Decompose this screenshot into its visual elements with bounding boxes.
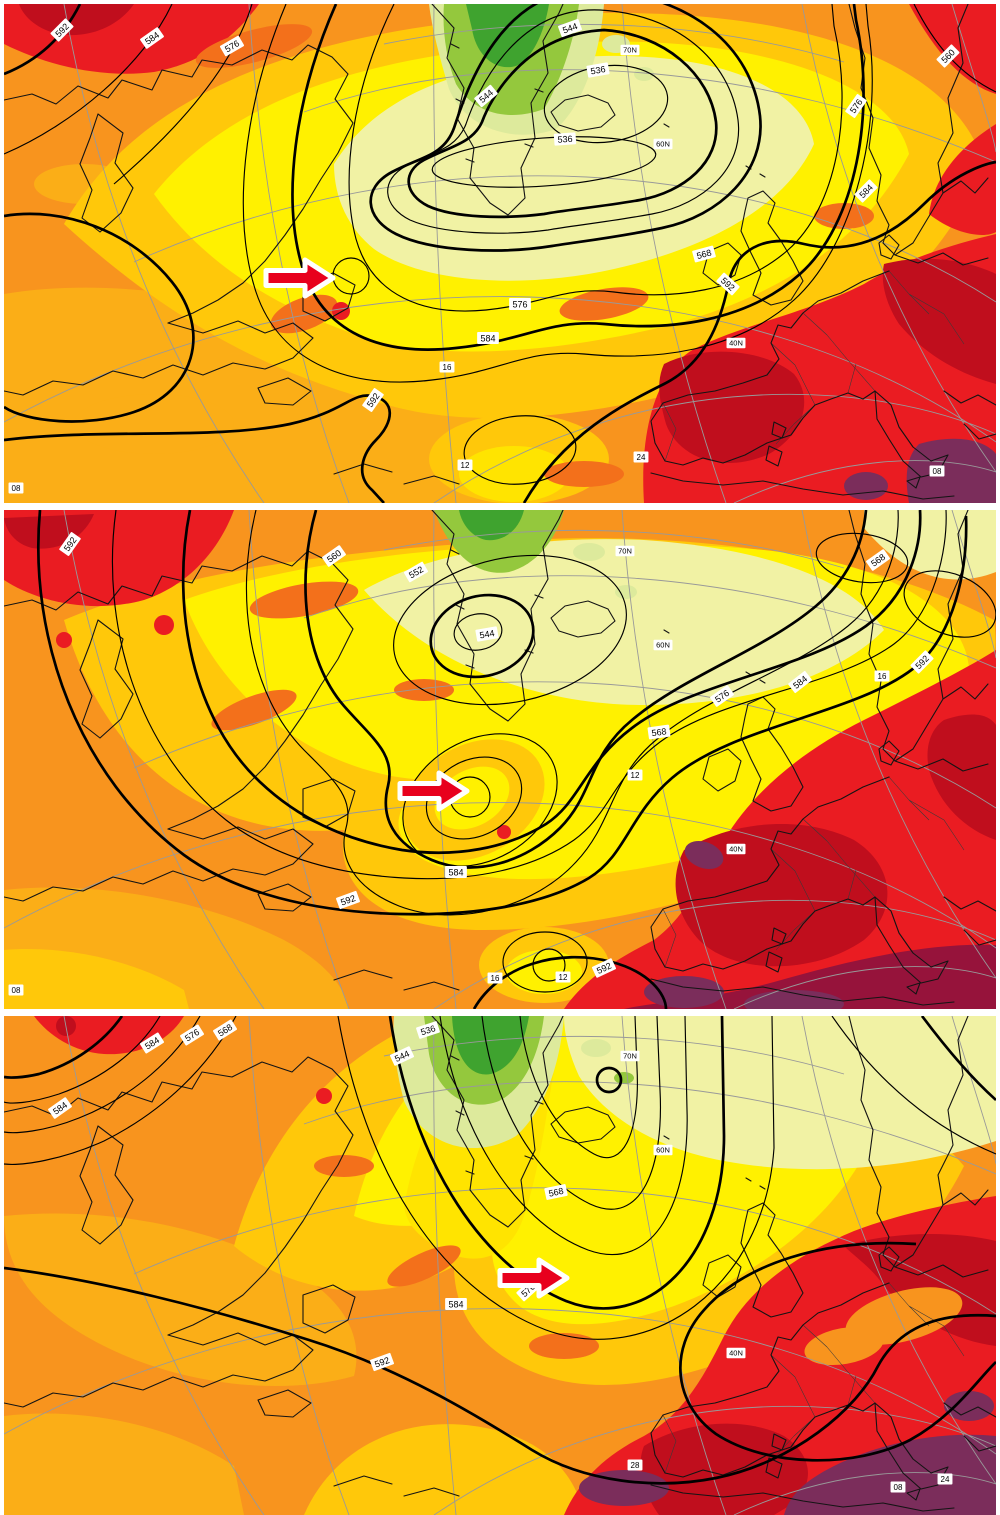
contour-label: 536: [553, 132, 577, 146]
graticule-label: 70N: [620, 1050, 640, 1062]
aux-label: 08: [890, 1481, 906, 1493]
color-fill-layer-2: [4, 510, 996, 1009]
aux-label: 12: [627, 769, 643, 781]
svg-text:60N: 60N: [656, 140, 670, 149]
svg-text:544: 544: [479, 628, 496, 640]
svg-text:568: 568: [651, 726, 667, 738]
contour-labels-layer-1: 592 584 5765445445365365685765845925765845…: [8, 18, 960, 494]
aux-label: 16: [487, 972, 503, 984]
contour-label: 544: [558, 18, 582, 38]
geopotential-contours-3: [4, 1016, 996, 1485]
svg-text:70N: 70N: [618, 547, 632, 556]
contour-label: 568: [692, 245, 716, 263]
svg-text:16: 16: [491, 974, 500, 983]
aux-label: 08: [8, 984, 24, 996]
aux-label: 08: [929, 465, 945, 477]
contour-label: 576: [509, 298, 531, 310]
graticule-label: 40N: [726, 1347, 746, 1359]
contour-label: 584: [445, 866, 467, 878]
graticule-label: 70N: [620, 44, 640, 56]
svg-text:536: 536: [419, 1023, 436, 1037]
contour-label: 544: [475, 626, 499, 642]
map-panel-1: 592 584 576 544 544 536 536 568 576 584 592 576 584 5…: [4, 4, 996, 503]
aux-label: 28: [627, 1459, 643, 1471]
contour-label: 552: [403, 561, 429, 583]
red-arrow-annotation-1: [263, 257, 336, 299]
svg-text:08: 08: [933, 467, 942, 476]
contour-label: 544: [389, 1046, 415, 1066]
map-panel-3: 536 544 568 576 584 592 584 576 568 584 70N 60N 40N 2…: [4, 1016, 996, 1515]
svg-text:40N: 40N: [729, 1349, 743, 1358]
aux-label: 12: [555, 971, 571, 983]
svg-text:592: 592: [339, 893, 357, 908]
weather-map-1: 592 584 5765445445365365685765845925765845…: [4, 4, 996, 503]
svg-text:12: 12: [461, 461, 470, 470]
svg-text:584: 584: [480, 333, 495, 343]
aux-label: 24: [633, 451, 649, 463]
map-panel-2: 592 560 552 544 568 576 568 584 592 584 592 592 70N 6…: [4, 510, 996, 1009]
graticule-label: 40N: [726, 337, 746, 349]
svg-text:12: 12: [559, 973, 568, 982]
svg-text:60N: 60N: [656, 641, 670, 650]
svg-text:584: 584: [448, 1299, 463, 1309]
svg-text:24: 24: [941, 1475, 950, 1484]
svg-text:40N: 40N: [729, 339, 743, 348]
red-arrow-annotation-3: [497, 1257, 570, 1299]
contour-label: 568: [544, 1184, 568, 1200]
svg-text:536: 536: [590, 64, 607, 76]
aux-label: 12: [457, 459, 473, 471]
aux-label: 16: [439, 361, 455, 373]
svg-text:60N: 60N: [656, 1146, 670, 1155]
svg-text:08: 08: [894, 1483, 903, 1492]
svg-text:568: 568: [548, 1186, 565, 1199]
svg-text:70N: 70N: [623, 46, 637, 55]
svg-text:544: 544: [561, 21, 579, 36]
contour-label: 592: [336, 890, 360, 910]
svg-text:584: 584: [448, 867, 463, 877]
aux-label: 16: [874, 670, 890, 682]
svg-text:70N: 70N: [623, 1052, 637, 1061]
contour-label: 576: [219, 35, 245, 57]
graticule-label: 60N: [653, 1144, 673, 1156]
contour-label: 536: [416, 1021, 440, 1039]
svg-text:568: 568: [696, 247, 713, 261]
svg-text:576: 576: [512, 299, 527, 309]
contour-label: 536: [586, 62, 610, 78]
graticule-label: 70N: [615, 545, 635, 557]
contour-label: 584: [477, 332, 499, 344]
graticule-label: 60N: [653, 138, 673, 150]
svg-text:28: 28: [631, 1461, 640, 1470]
aux-label: 24: [937, 1473, 953, 1485]
contour-label: 584: [445, 1298, 467, 1310]
svg-text:12: 12: [631, 771, 640, 780]
svg-text:40N: 40N: [729, 845, 743, 854]
svg-text:16: 16: [878, 672, 887, 681]
red-arrow-annotation-2: [397, 770, 470, 812]
contour-label: 592: [591, 958, 617, 978]
svg-text:08: 08: [12, 484, 21, 493]
svg-text:536: 536: [557, 134, 573, 145]
svg-text:16: 16: [443, 363, 452, 372]
svg-text:24: 24: [637, 453, 646, 462]
aux-label: 08: [8, 482, 24, 494]
contour-label: 568: [647, 724, 671, 740]
graticule-label: 60N: [653, 639, 673, 651]
weather-map-2: 59256055254456857656858459258459259270N6…: [4, 510, 996, 1009]
contour-label: 592: [370, 1352, 394, 1372]
graticule-label: 40N: [726, 843, 746, 855]
geopotential-contours-1: [4, 4, 996, 503]
svg-text:08: 08: [12, 986, 21, 995]
svg-text:592: 592: [373, 1355, 391, 1370]
